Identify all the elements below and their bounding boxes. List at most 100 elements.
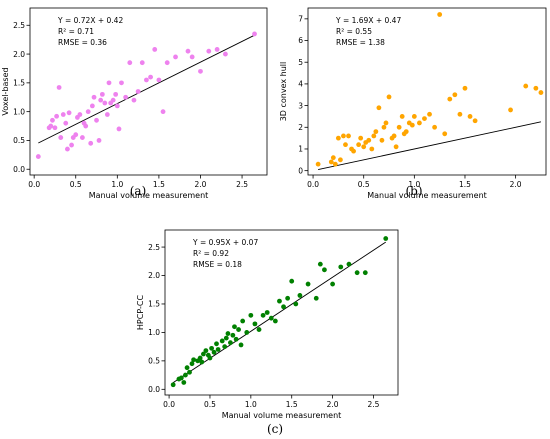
data-point bbox=[201, 351, 206, 357]
annotation-3: RMSE = 0.36 bbox=[58, 38, 107, 47]
data-point bbox=[214, 341, 219, 347]
data-point bbox=[85, 109, 91, 115]
data-point bbox=[127, 60, 133, 66]
data-point bbox=[379, 137, 385, 143]
y-tick-label: 0.5 bbox=[148, 357, 160, 366]
data-point bbox=[281, 304, 286, 310]
data-point bbox=[225, 331, 231, 336]
data-point bbox=[106, 80, 112, 86]
data-point bbox=[104, 112, 110, 117]
x-tick-label: 2.0 bbox=[510, 180, 522, 189]
data-point bbox=[285, 295, 291, 301]
data-point bbox=[214, 47, 220, 52]
data-point bbox=[102, 100, 108, 106]
x-tick-label: 2.5 bbox=[368, 400, 380, 409]
x-tick-label: 1.5 bbox=[459, 180, 471, 189]
x-tick-label: 0.5 bbox=[358, 180, 370, 189]
y-tick-label: 1.0 bbox=[13, 107, 25, 116]
y-tick-label: 0 bbox=[298, 166, 303, 175]
y-axis-label: 3D convex hull bbox=[279, 62, 288, 122]
plot-frame bbox=[29, 7, 268, 176]
data-point bbox=[356, 142, 362, 148]
data-point bbox=[467, 114, 473, 119]
data-point bbox=[123, 94, 129, 100]
panel-caption: (b) bbox=[405, 184, 422, 198]
data-point bbox=[211, 349, 217, 355]
data-point bbox=[185, 48, 191, 54]
data-point bbox=[272, 318, 278, 324]
data-point bbox=[305, 281, 311, 287]
data-point bbox=[297, 293, 303, 298]
data-point bbox=[88, 140, 94, 146]
data-point bbox=[223, 51, 228, 57]
data-point bbox=[277, 298, 282, 304]
data-point bbox=[52, 125, 58, 131]
data-point bbox=[114, 103, 120, 109]
annotation-1: Y = 0.72X + 0.42 bbox=[57, 16, 123, 25]
x-tick-label: 2.0 bbox=[195, 180, 207, 189]
y-tick-label: 0.0 bbox=[148, 385, 160, 394]
data-point bbox=[317, 261, 323, 267]
data-point bbox=[293, 301, 299, 307]
x-tick-label: 0.5 bbox=[70, 180, 82, 189]
data-point bbox=[346, 133, 351, 139]
annotation-3: RMSE = 0.18 bbox=[193, 260, 242, 269]
data-point bbox=[538, 90, 544, 95]
y-tick-label: 5 bbox=[298, 58, 303, 67]
data-point bbox=[361, 144, 367, 150]
plot-frame bbox=[307, 7, 547, 176]
data-point bbox=[381, 124, 387, 130]
x-tick-label: 2.0 bbox=[327, 400, 339, 409]
panel-caption: (c) bbox=[267, 422, 283, 436]
data-point bbox=[203, 348, 209, 354]
data-point bbox=[437, 12, 443, 17]
x-axis-label: Manual volume measurement bbox=[222, 411, 342, 420]
annotation-2: R² = 0.55 bbox=[336, 27, 372, 36]
data-point bbox=[170, 382, 176, 388]
y-tick-label: 6 bbox=[298, 36, 303, 45]
data-point bbox=[260, 312, 266, 318]
data-point bbox=[313, 295, 319, 301]
data-point bbox=[207, 355, 213, 361]
annotation-1: Y = 0.95X + 0.07 bbox=[192, 238, 258, 247]
data-point bbox=[113, 91, 119, 97]
y-tick-label: 0.0 bbox=[13, 165, 25, 174]
data-point bbox=[240, 318, 246, 324]
data-point bbox=[206, 48, 212, 54]
data-point bbox=[427, 111, 432, 117]
data-point bbox=[362, 270, 368, 276]
data-point bbox=[199, 359, 205, 365]
y-axis-label: HPCP-CC bbox=[136, 295, 145, 331]
data-point bbox=[386, 94, 392, 100]
data-point bbox=[328, 159, 334, 165]
plot-frame bbox=[164, 229, 399, 396]
x-tick-label: 0.0 bbox=[163, 400, 175, 409]
data-point bbox=[343, 142, 348, 148]
data-point bbox=[119, 80, 124, 86]
y-tick-label: 4 bbox=[298, 80, 303, 89]
data-point bbox=[91, 94, 97, 100]
data-point bbox=[376, 105, 382, 111]
data-point bbox=[35, 154, 41, 159]
data-point bbox=[189, 361, 195, 367]
x-axis-label: Manual volume measurement bbox=[367, 191, 487, 200]
data-point bbox=[533, 85, 539, 91]
y-tick-label: 1.5 bbox=[13, 79, 25, 88]
data-point bbox=[131, 97, 137, 103]
data-point bbox=[422, 116, 427, 122]
data-point bbox=[354, 270, 360, 276]
data-point bbox=[89, 103, 95, 109]
data-point bbox=[219, 338, 225, 344]
data-point bbox=[116, 126, 122, 132]
chart-panel-1: 0.0 0.5 1.0 1.5 2.0 2.5 0.0 0.5 1.0 1.5 2.0 2.5 Manu… bbox=[1, 7, 268, 200]
data-point bbox=[452, 92, 458, 98]
data-point bbox=[135, 89, 141, 94]
data-point bbox=[139, 60, 145, 66]
data-point bbox=[198, 68, 203, 74]
data-point bbox=[330, 155, 336, 161]
data-point bbox=[256, 327, 262, 332]
data-point bbox=[335, 135, 341, 141]
x-tick-label: 1.5 bbox=[153, 180, 165, 189]
data-point bbox=[264, 310, 270, 315]
data-point bbox=[432, 124, 437, 130]
